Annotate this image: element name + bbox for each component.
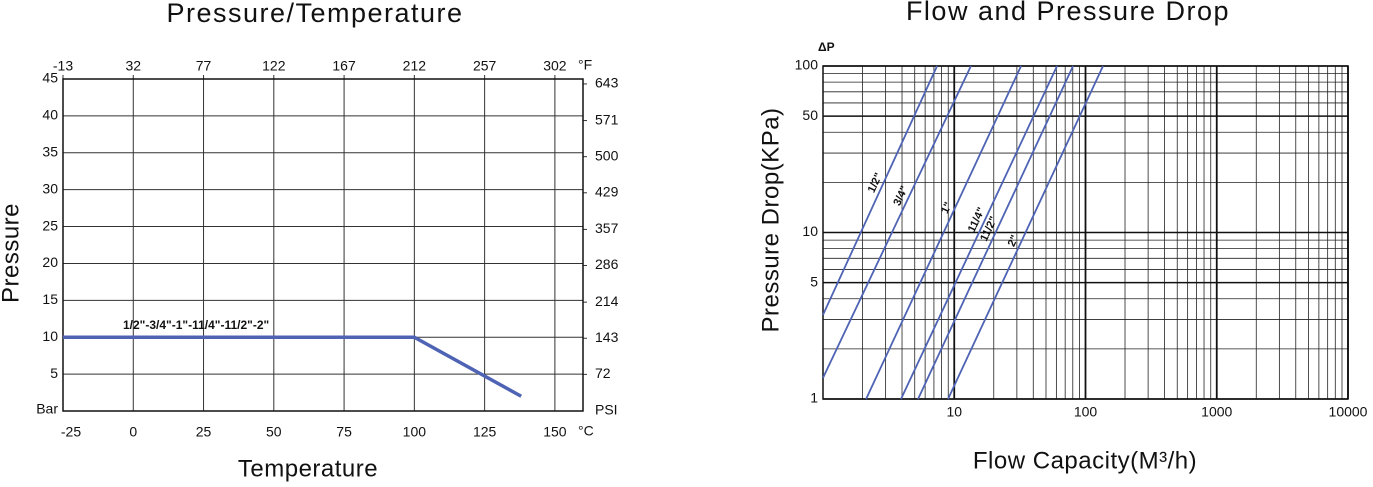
series-line [865,65,1022,400]
series-label: 1" [939,200,955,215]
y2-tick-label: 357 [595,220,619,236]
x-axis-title: Temperature [238,455,378,482]
y-tick-label: 30 [42,180,58,196]
chart-title: Flow and Pressure Drop [906,0,1230,26]
y-tick-label: 20 [42,254,58,270]
series-line [822,65,938,316]
x-tick-label: 100 [403,424,427,440]
x-tick-label: 25 [196,424,212,440]
y-tick-label: 15 [42,291,58,307]
chart-title: Pressure/Temperature [166,0,463,28]
x2-tick-label: 122 [262,58,286,74]
y-tick-label: 5 [810,273,818,289]
x-tick-label: 150 [543,424,567,440]
y-unit: Bar [36,401,58,417]
y2-tick-label: 72 [595,365,611,381]
y-tick-label: 1 [810,390,818,406]
y-axis-title: Pressure Drop(KPa) [757,107,784,332]
x-unit: °C [578,423,594,439]
y-tick-label: 10 [42,328,58,344]
y2-tick-label: 143 [595,329,619,345]
y-tick-label: 10 [802,223,818,239]
x-tick-label: 125 [473,424,497,440]
y-tick-label: 50 [802,107,818,123]
x-tick-label: 10 [946,404,962,420]
series-label: 2" [1006,233,1022,248]
series-line [63,335,523,398]
y-tick-label: 100 [795,57,819,73]
y-axis-title: Pressure [0,203,24,303]
y-unit: ΔP [818,40,835,54]
series-line [947,65,1104,400]
y-tick-label: 5 [50,365,58,381]
x-axis-title: Flow Capacity(M³/h) [973,447,1197,474]
x2-tick-label: 212 [403,58,427,74]
y2-tick-label: 214 [595,293,619,309]
x-tick-label: 75 [336,424,352,440]
x-tick-label: -25 [61,424,81,440]
y2-tick-label: 429 [595,183,619,199]
plot-frame [822,65,1349,400]
x2-tick-label: -13 [53,58,73,74]
series-label: 1/2"-3/4"-1"-11/4"-11/2"-2" [123,318,269,332]
x-tick-label: 1000 [1201,404,1232,420]
x2-unit: °F [578,57,592,73]
x2-tick-label: 77 [196,58,212,74]
y2-unit: PSI [595,402,618,418]
y-tick-label: 45 [42,70,58,86]
series-line [900,65,1058,400]
x2-tick-label: 32 [125,58,141,74]
x-tick-label: 0 [129,424,137,440]
series-line [917,65,1074,400]
y2-tick-label: 286 [595,256,619,272]
series-line [822,65,972,379]
y2-tick-label: 571 [595,111,619,127]
series-label: 1/2" [866,171,885,195]
x2-tick-label: 167 [332,58,356,74]
x-tick-label: 10000 [1329,404,1368,420]
x-tick-label: 50 [266,424,282,440]
y2-tick-label: 500 [595,147,619,163]
y-tick-label: 25 [42,217,58,233]
y-tick-label: 35 [42,143,58,159]
x2-tick-label: 257 [473,58,497,74]
plot-frame [62,78,584,412]
x2-tick-label: 302 [543,58,567,74]
series-label: 3/4" [891,184,911,208]
x-tick-label: 100 [1074,404,1098,420]
y2-tick-label: 643 [595,75,619,91]
y-tick-label: 40 [42,107,58,123]
